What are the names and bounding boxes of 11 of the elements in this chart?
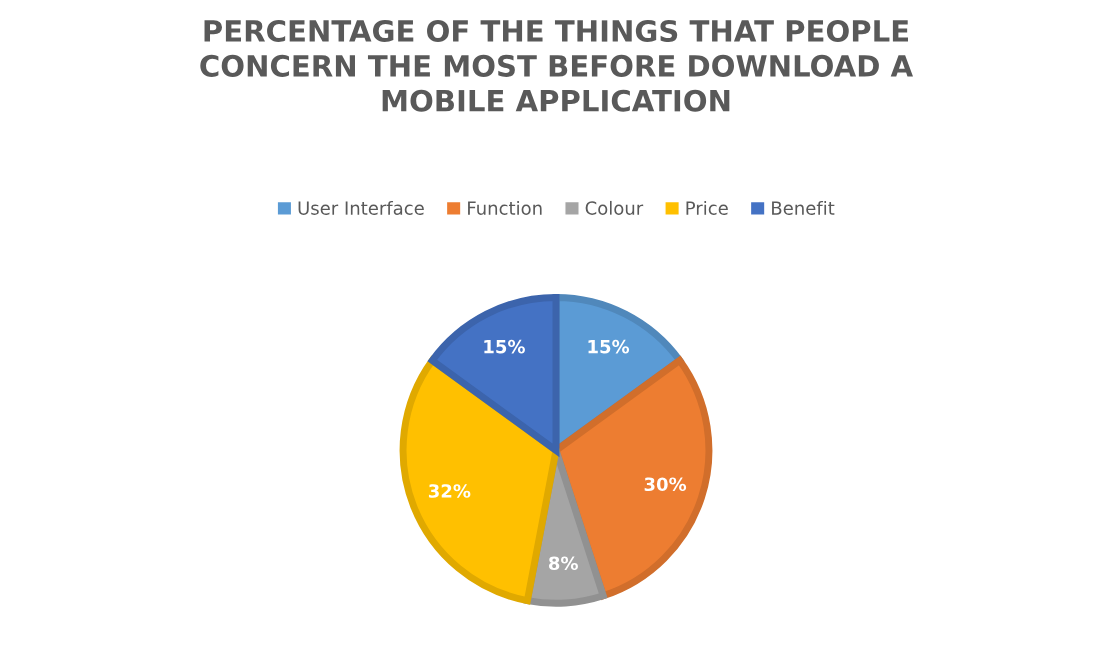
chart-title: PERCENTAGE OF THE THINGS THAT PEOPLE CONCERN THE MOST BEFORE DOWNLOAD A MOBILE APPLICATION [200,19,913,112]
legend-label: Benefit [772,200,835,215]
data-label: 8% [548,556,578,571]
legend-label: User Interface [298,200,424,215]
data-label: 30% [644,477,687,492]
data-label: 15% [588,339,630,354]
legend-label: Colour [585,200,644,215]
data-label: 32% [428,484,471,498]
legend-label: Function [468,200,542,215]
legend-label: Price [686,200,728,215]
data-label: 15% [484,339,525,354]
